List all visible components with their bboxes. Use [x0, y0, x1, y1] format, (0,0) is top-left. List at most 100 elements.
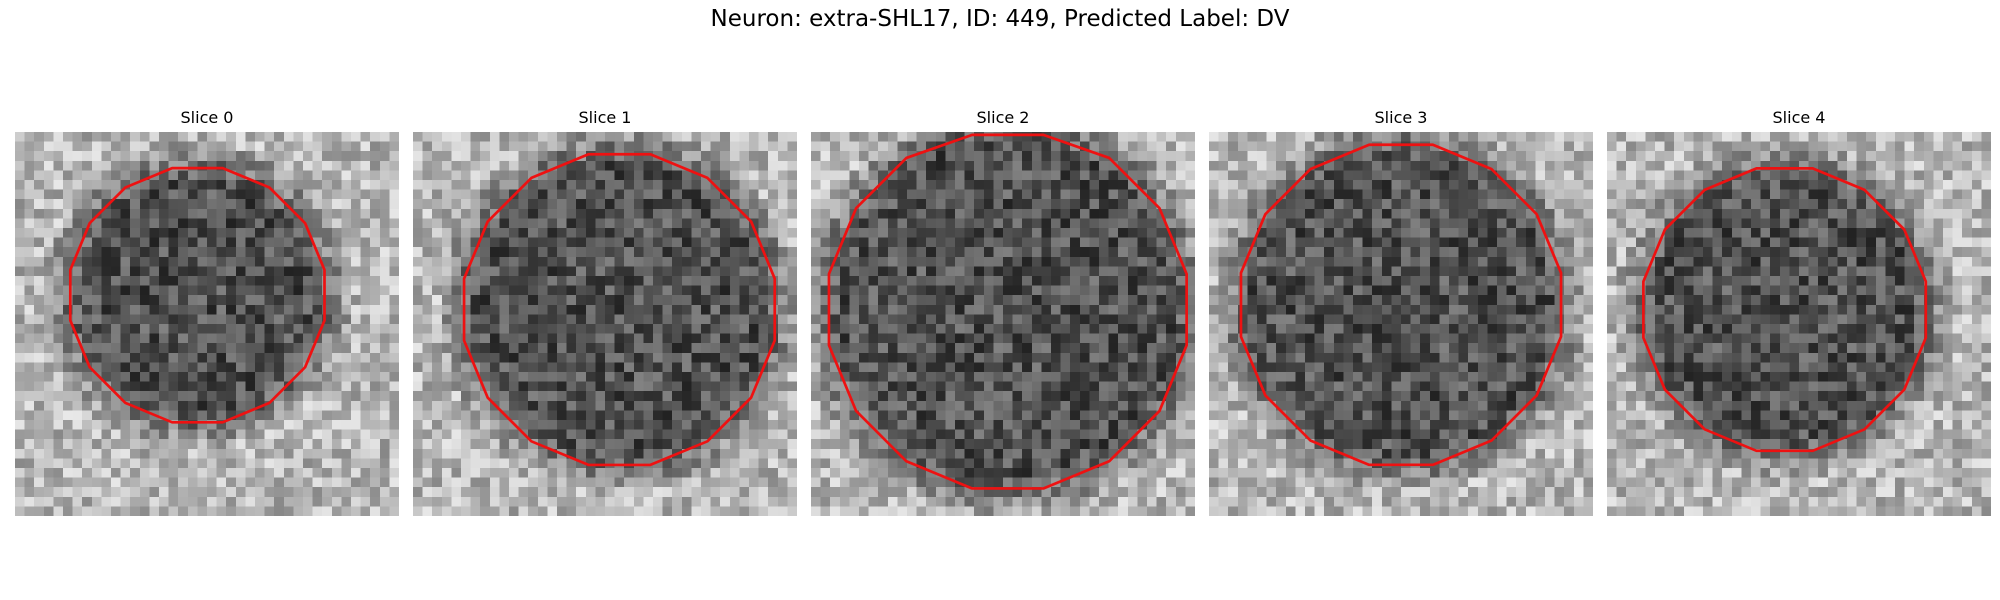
- pixel: [993, 372, 1004, 382]
- pixel: [274, 304, 284, 315]
- pixel: [557, 496, 567, 507]
- pixel: [197, 141, 208, 152]
- pixel: [1285, 151, 1296, 161]
- pixel: [1583, 132, 1593, 142]
- pixel: [768, 391, 778, 401]
- pixel: [1156, 266, 1167, 277]
- pixel: [451, 439, 462, 449]
- pixel: [360, 343, 371, 353]
- pixel: [868, 410, 879, 421]
- pixel: [1156, 496, 1167, 507]
- pixel: [849, 506, 860, 516]
- pixel: [149, 448, 160, 459]
- slice-image-2: [811, 132, 1195, 516]
- pixel: [868, 170, 879, 181]
- pixel: [547, 352, 558, 363]
- pixel: [624, 228, 634, 238]
- pixel: [1108, 276, 1119, 286]
- pixel: [1060, 180, 1071, 190]
- pixel: [1118, 170, 1128, 181]
- pixel: [1118, 285, 1128, 296]
- pixel: [322, 295, 332, 305]
- pixel: [1185, 381, 1195, 392]
- pixel: [82, 429, 92, 440]
- pixel: [82, 343, 92, 353]
- pixel: [389, 506, 399, 516]
- pixel: [341, 439, 352, 449]
- pixel: [633, 381, 644, 392]
- pixel: [887, 391, 898, 401]
- pixel: [120, 132, 131, 142]
- pixel: [470, 266, 481, 277]
- pixel: [331, 132, 342, 142]
- pixel: [1175, 199, 1186, 209]
- pixel: [878, 458, 888, 469]
- pixel: [1051, 400, 1061, 411]
- pixel: [537, 324, 548, 334]
- pixel: [907, 439, 917, 449]
- pixel: [245, 160, 256, 171]
- pixel: [787, 458, 797, 469]
- pixel: [130, 208, 140, 219]
- pixel: [557, 439, 567, 449]
- pixel: [897, 285, 908, 296]
- pixel: [691, 295, 702, 305]
- pixel: [787, 429, 797, 440]
- pixel: [283, 333, 294, 344]
- pixel: [1118, 477, 1128, 488]
- pixel: [101, 304, 112, 315]
- slice-image-3: [1209, 132, 1593, 516]
- pixel: [897, 468, 908, 478]
- pixel: [1166, 496, 1176, 507]
- pixel: [974, 400, 984, 411]
- pixel: [1237, 132, 1248, 142]
- pixel: [303, 160, 313, 171]
- pixel: [432, 381, 442, 392]
- pixel: [528, 381, 538, 392]
- pixel: [878, 429, 888, 440]
- pixel: [82, 285, 92, 296]
- pixel: [643, 170, 654, 181]
- pixel: [878, 506, 888, 516]
- pixel: [331, 487, 342, 497]
- pixel: [370, 468, 380, 478]
- pixel: [422, 295, 433, 305]
- pixel: [729, 295, 740, 305]
- pixel: [283, 132, 294, 142]
- pixel: [499, 477, 510, 488]
- pixel: [729, 285, 740, 296]
- pixel: [768, 170, 778, 181]
- pixel: [1060, 496, 1071, 507]
- pixel: [1156, 151, 1167, 161]
- pixel: [312, 429, 323, 440]
- pixel: [351, 343, 361, 353]
- pixel: [245, 266, 256, 277]
- pixel: [1060, 141, 1071, 152]
- pixel: [235, 218, 246, 229]
- pixel: [322, 314, 332, 325]
- pixel: [691, 362, 702, 373]
- pixel: [605, 324, 615, 334]
- pixel: [1079, 506, 1090, 516]
- pixel: [566, 276, 577, 286]
- pixel: [149, 324, 160, 334]
- pixel: [63, 352, 73, 363]
- pixel: [868, 391, 879, 401]
- pixel: [710, 218, 721, 229]
- pixel: [264, 487, 275, 497]
- pixel: [653, 506, 663, 516]
- pixel: [595, 151, 606, 161]
- pixel: [839, 266, 850, 277]
- pixel: [303, 170, 313, 181]
- pixel: [1295, 170, 1306, 181]
- pixel: [1147, 429, 1157, 440]
- pixel: [1372, 132, 1382, 142]
- pixel: [101, 208, 112, 219]
- pixel: [293, 170, 304, 181]
- pixel: [1070, 189, 1080, 200]
- pixel: [168, 410, 179, 421]
- pixel: [53, 189, 64, 200]
- pixel: [1041, 477, 1052, 488]
- pixel: [441, 496, 452, 507]
- pixel: [1089, 333, 1100, 344]
